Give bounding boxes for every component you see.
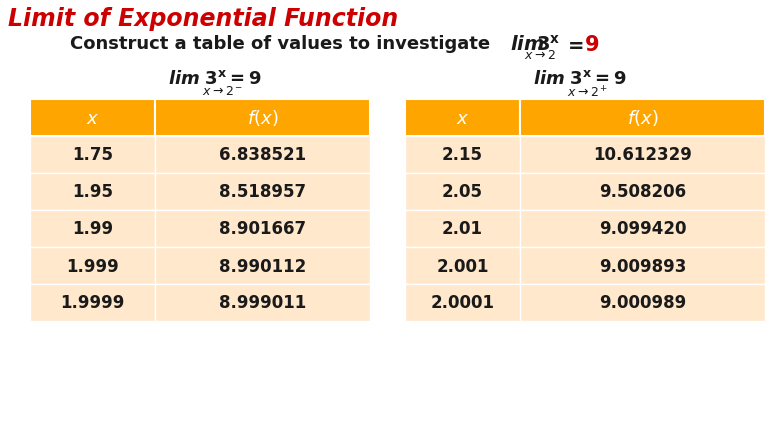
Bar [155,137,370,174]
Text: 10.612329: 10.612329 [593,146,692,164]
Text: 1.75: 1.75 [72,146,113,164]
Text: 9.000989: 9.000989 [599,294,686,312]
Text: $x\rightarrow 2^+$: $x\rightarrow 2^+$ [567,85,608,100]
Text: 2.0001: 2.0001 [431,294,495,312]
Bar [520,284,765,321]
Text: 1.95: 1.95 [72,183,113,201]
Text: $\mathit{\bfit{lim}}$: $\mathit{\bfit{lim}}$ [510,35,545,54]
Text: Limit of Exponential Function: Limit of Exponential Function [8,7,398,31]
Bar [30,210,155,247]
Text: $x\rightarrow 2^-$: $x\rightarrow 2^-$ [203,85,244,98]
Bar [520,137,765,174]
Bar [520,247,765,284]
Text: 6.838521: 6.838521 [219,146,306,164]
Bar [405,174,520,210]
Bar [30,174,155,210]
Bar [30,100,155,137]
Text: $\mathit{f(x)}$: $\mathit{f(x)}$ [247,108,278,128]
Text: 9.508206: 9.508206 [599,183,686,201]
Text: $x\rightarrow 2$: $x\rightarrow 2$ [524,49,555,62]
Text: 1.99: 1.99 [72,220,113,238]
Text: 2.05: 2.05 [442,183,483,201]
Bar [405,100,520,137]
Bar [520,174,765,210]
Bar [405,284,520,321]
Bar [520,100,765,137]
Text: $\mathbf{9}$: $\mathbf{9}$ [584,35,599,55]
Bar [30,284,155,321]
Bar [405,210,520,247]
Text: 8.990112: 8.990112 [219,257,306,275]
Bar [405,137,520,174]
Text: 1.9999: 1.9999 [60,294,125,312]
Text: 2.15: 2.15 [442,146,483,164]
Bar [155,284,370,321]
Text: $\mathit{x}$: $\mathit{x}$ [86,109,99,127]
Text: 1.999: 1.999 [66,257,119,275]
Text: $\mathbf{3^x}$: $\mathbf{3^x}$ [536,35,560,55]
Bar [405,247,520,284]
Bar [155,210,370,247]
Text: Construct a table of values to investigate: Construct a table of values to investiga… [70,35,490,53]
Text: $\mathit{\bfit{lim}}\ \mathbf{3^x = 9}$: $\mathit{\bfit{lim}}\ \mathbf{3^x = 9}$ [168,70,262,88]
Text: $\mathbf{=}$: $\mathbf{=}$ [564,35,584,54]
Text: 2.01: 2.01 [442,220,483,238]
Bar [30,137,155,174]
Text: 9.099420: 9.099420 [599,220,686,238]
Text: 2.001: 2.001 [436,257,488,275]
Text: $\mathit{\bfit{lim}}\ \mathbf{3^x = 9}$: $\mathit{\bfit{lim}}\ \mathbf{3^x = 9}$ [533,70,627,88]
Bar [30,247,155,284]
Bar [155,247,370,284]
Bar [155,100,370,137]
Text: 8.518957: 8.518957 [219,183,306,201]
Text: $\mathit{f(x)}$: $\mathit{f(x)}$ [627,108,658,128]
Text: 8.999011: 8.999011 [219,294,306,312]
Text: $\mathit{x}$: $\mathit{x}$ [456,109,469,127]
Bar [155,174,370,210]
Bar [520,210,765,247]
Text: 9.009893: 9.009893 [599,257,686,275]
Text: 8.901667: 8.901667 [219,220,306,238]
